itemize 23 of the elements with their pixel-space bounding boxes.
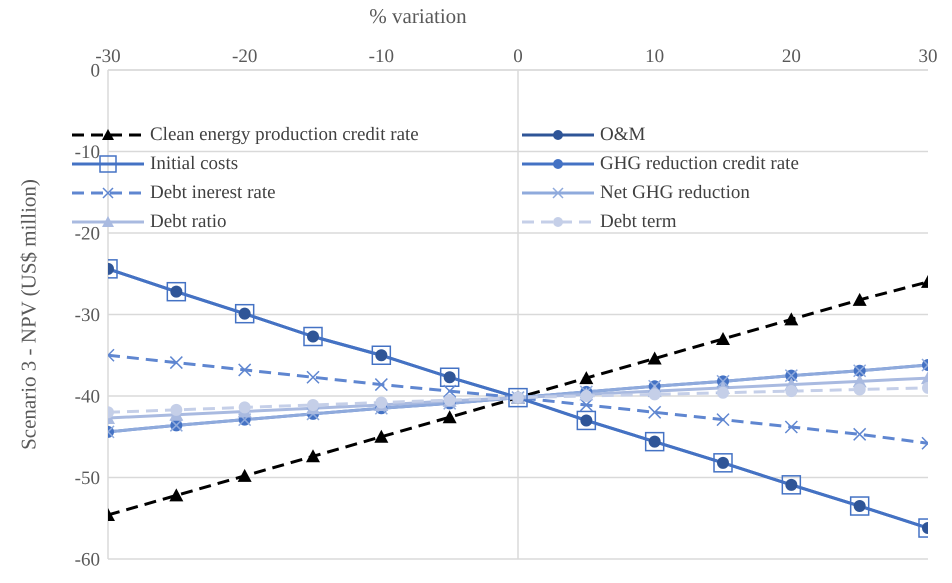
legend-label: Clean energy production credit rate <box>150 124 419 146</box>
x-tick-label: 30 <box>918 46 938 67</box>
legend-label: Initial costs <box>150 152 238 174</box>
x-tick-label: -10 <box>368 46 394 67</box>
y-axis-title: Scenario 3 - NPV (US$ million) <box>16 179 40 450</box>
x-tick-label: -20 <box>232 46 258 67</box>
y-tick-label: -30 <box>74 305 100 326</box>
x-tick-label: 0 <box>513 46 523 67</box>
x-tick-label: 10 <box>645 46 664 67</box>
legend-label: Debt inerest rate <box>150 182 276 204</box>
y-tick-label: -60 <box>74 550 100 571</box>
legend-label: O&M <box>600 124 646 146</box>
y-tick-label: 0 <box>90 60 100 82</box>
y-tick-label: -50 <box>74 468 100 490</box>
x-tick-label: 20 <box>782 46 801 67</box>
y-tick-label: -10 <box>74 142 100 164</box>
legend-label: Debt ratio <box>150 210 227 232</box>
legend-label: Net GHG reduction <box>600 182 750 204</box>
x-axis-title: % variation <box>369 4 468 28</box>
legend-label: GHG reduction credit rate <box>600 152 799 174</box>
y-tick-label: -40 <box>74 386 100 408</box>
legend-label: Debt term <box>600 210 677 232</box>
y-tick-label: -20 <box>74 224 100 245</box>
